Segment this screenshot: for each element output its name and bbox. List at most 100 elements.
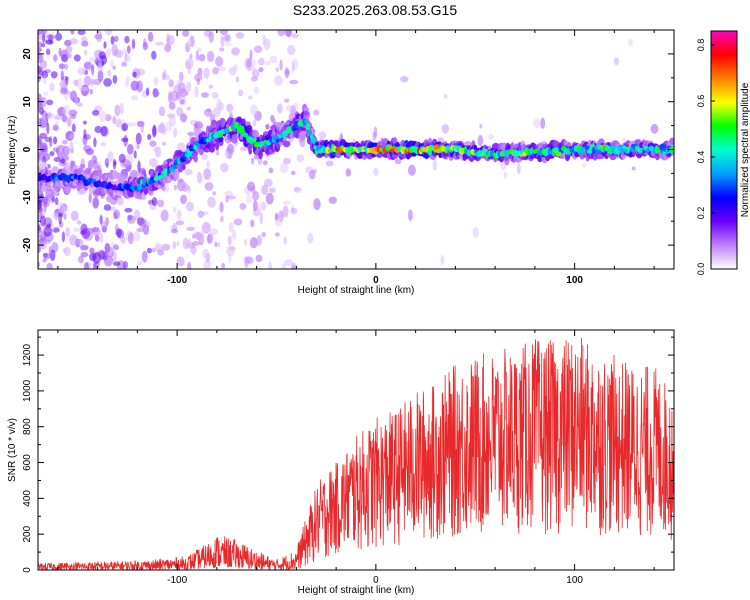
spectrogram-noise-blob <box>291 62 295 73</box>
spectrogram-noise-blob <box>127 143 134 155</box>
spectrogram-noise-blob <box>113 209 121 220</box>
spectrogram-noise-blob <box>243 238 248 247</box>
spectrogram-noise-blob <box>145 87 150 96</box>
colorbar-tick-label: 0.4 <box>696 151 706 164</box>
spectrogram-noise-blob <box>373 167 379 176</box>
spectrogram-noise-blob <box>277 30 285 37</box>
spectrogram-noise-blob <box>249 49 253 60</box>
spectrogram-noise-blob <box>46 99 54 106</box>
spectrogram-core-blob <box>304 119 309 124</box>
spectrogram-noise-blob <box>223 33 232 43</box>
spectrogram-noise-blob <box>245 60 252 68</box>
spectrogram-noise-blob <box>77 255 84 264</box>
spectrogram-noise-blob <box>282 200 291 205</box>
spectrogram-blob <box>157 183 162 190</box>
spectrogram-noise-blob <box>263 38 271 50</box>
spectrogram-noise-blob <box>345 168 351 177</box>
spectrogram-noise-blob <box>97 70 104 82</box>
spectrogram-noise-blob <box>516 163 521 175</box>
spectrogram-noise-blob <box>69 141 74 154</box>
spectrogram-noise-blob <box>176 209 182 220</box>
spectrogram-noise-blob <box>160 209 169 222</box>
spectrogram-noise-blob <box>253 201 259 210</box>
spectrogram-noise-blob <box>76 220 82 225</box>
spectrogram-noise-blob <box>129 170 139 179</box>
snr-y-label: SNR (10 * v/v) <box>7 418 18 482</box>
spectrogram-noise-blob <box>112 115 117 125</box>
spectrogram-noise-blob <box>284 67 290 79</box>
spectrogram-noise-blob <box>274 212 279 221</box>
spectrogram-noise-blob <box>38 41 42 52</box>
spectrogram-noise-blob <box>83 75 92 87</box>
spectrogram-blob <box>252 130 260 139</box>
spectrogram-noise-blob <box>227 150 232 159</box>
spectrogram-blob <box>141 169 146 175</box>
spectrogram-noise-blob <box>179 71 184 82</box>
spectrogram-noise-blob <box>48 245 52 257</box>
spectrogram-noise-blob <box>173 127 178 138</box>
snr-x-tick-label: -100 <box>167 575 187 586</box>
spectrogram-noise-blob <box>76 238 84 248</box>
snr-x-ticks: -100 0 100 <box>57 330 655 586</box>
spectrogram-noise-blob <box>54 197 59 206</box>
spectrogram-noise-blob <box>136 260 143 265</box>
spectrogram-noise-blob <box>52 212 59 219</box>
spectrogram-noise-blob <box>80 36 88 43</box>
spectrogram-blob <box>245 124 253 133</box>
colorbar-tick-label: 0.8 <box>696 39 706 52</box>
spectrogram-noise-blob <box>155 41 164 46</box>
spectrogram-blob <box>41 184 47 192</box>
spectrogram-noise-blob <box>291 170 296 176</box>
spectrogram-noise-blob <box>55 121 59 126</box>
spectrogram-noise-blob <box>61 231 66 243</box>
spectrogram-noise-blob <box>66 117 72 127</box>
spectrogram-blob <box>182 164 186 171</box>
spectrogram-noise-blob <box>88 192 92 204</box>
spectrogram-noise-blob <box>206 160 211 169</box>
spectrogram-noise-blob <box>127 215 136 224</box>
spectrogram-noise-blob <box>70 210 79 221</box>
spectrogram-noise-blob <box>250 76 258 82</box>
spectrogram-noise-blob <box>206 50 215 63</box>
spectrogram-noise-blob <box>296 154 305 163</box>
spectrogram-noise-blob <box>59 87 68 95</box>
spectrogram-noise-blob <box>283 236 288 246</box>
spectrogram-noise-blob <box>112 261 121 267</box>
spectrogram-core-blob <box>306 123 311 131</box>
spectrogram-noise-blob <box>259 201 267 211</box>
spectrogram-blob <box>298 131 306 141</box>
spectrogram-blob <box>219 136 224 142</box>
colorbar-ticks: 0.0 0.2 0.4 0.6 0.8 <box>696 39 715 275</box>
spectrogram-noise-blob <box>198 54 206 62</box>
spectrogram-noise-blob <box>291 33 300 39</box>
spectrogram-noise-blob <box>135 132 142 145</box>
spectrogram-noise-blob <box>61 139 68 145</box>
spectrogram-noise-blob <box>628 38 633 47</box>
spectrogram-noise-blob <box>100 221 108 230</box>
spectrogram-noise-blob <box>154 242 162 251</box>
spectrogram-noise-blob <box>198 237 202 243</box>
spectrogram-noise-blob <box>208 31 214 43</box>
spectrogram-noise-blob <box>43 91 49 97</box>
spectrogram-noise-blob <box>176 256 185 267</box>
spectrogram-blob <box>669 137 674 146</box>
spectrogram-noise-blob <box>182 237 189 250</box>
spectrogram-noise-blob <box>187 261 192 269</box>
spectrogram-noise-blob <box>77 30 86 35</box>
spectrogram-noise-blob <box>197 47 201 52</box>
colorbar-label: Normalized spectral amplitude <box>740 82 750 217</box>
spectrogram-noise-blob <box>268 261 272 269</box>
spectrogram-core-blob <box>307 129 313 135</box>
spectrogram-noise-blob <box>60 49 68 61</box>
spectrogram-noise-blob <box>83 134 91 140</box>
spectrogram-noise-blob <box>127 232 134 245</box>
spectrogram-noise-blob <box>42 258 47 263</box>
spectrogram-noise-blob <box>221 262 225 269</box>
spectrogram-noise-blob <box>206 108 211 113</box>
spectrogram-noise-blob <box>180 194 187 205</box>
spectrogram-noise-blob <box>91 155 98 164</box>
spectrogram-noise-blob <box>89 247 95 254</box>
spectrogram-blob <box>303 110 309 116</box>
snr-x-tick-label: 0 <box>373 575 379 586</box>
